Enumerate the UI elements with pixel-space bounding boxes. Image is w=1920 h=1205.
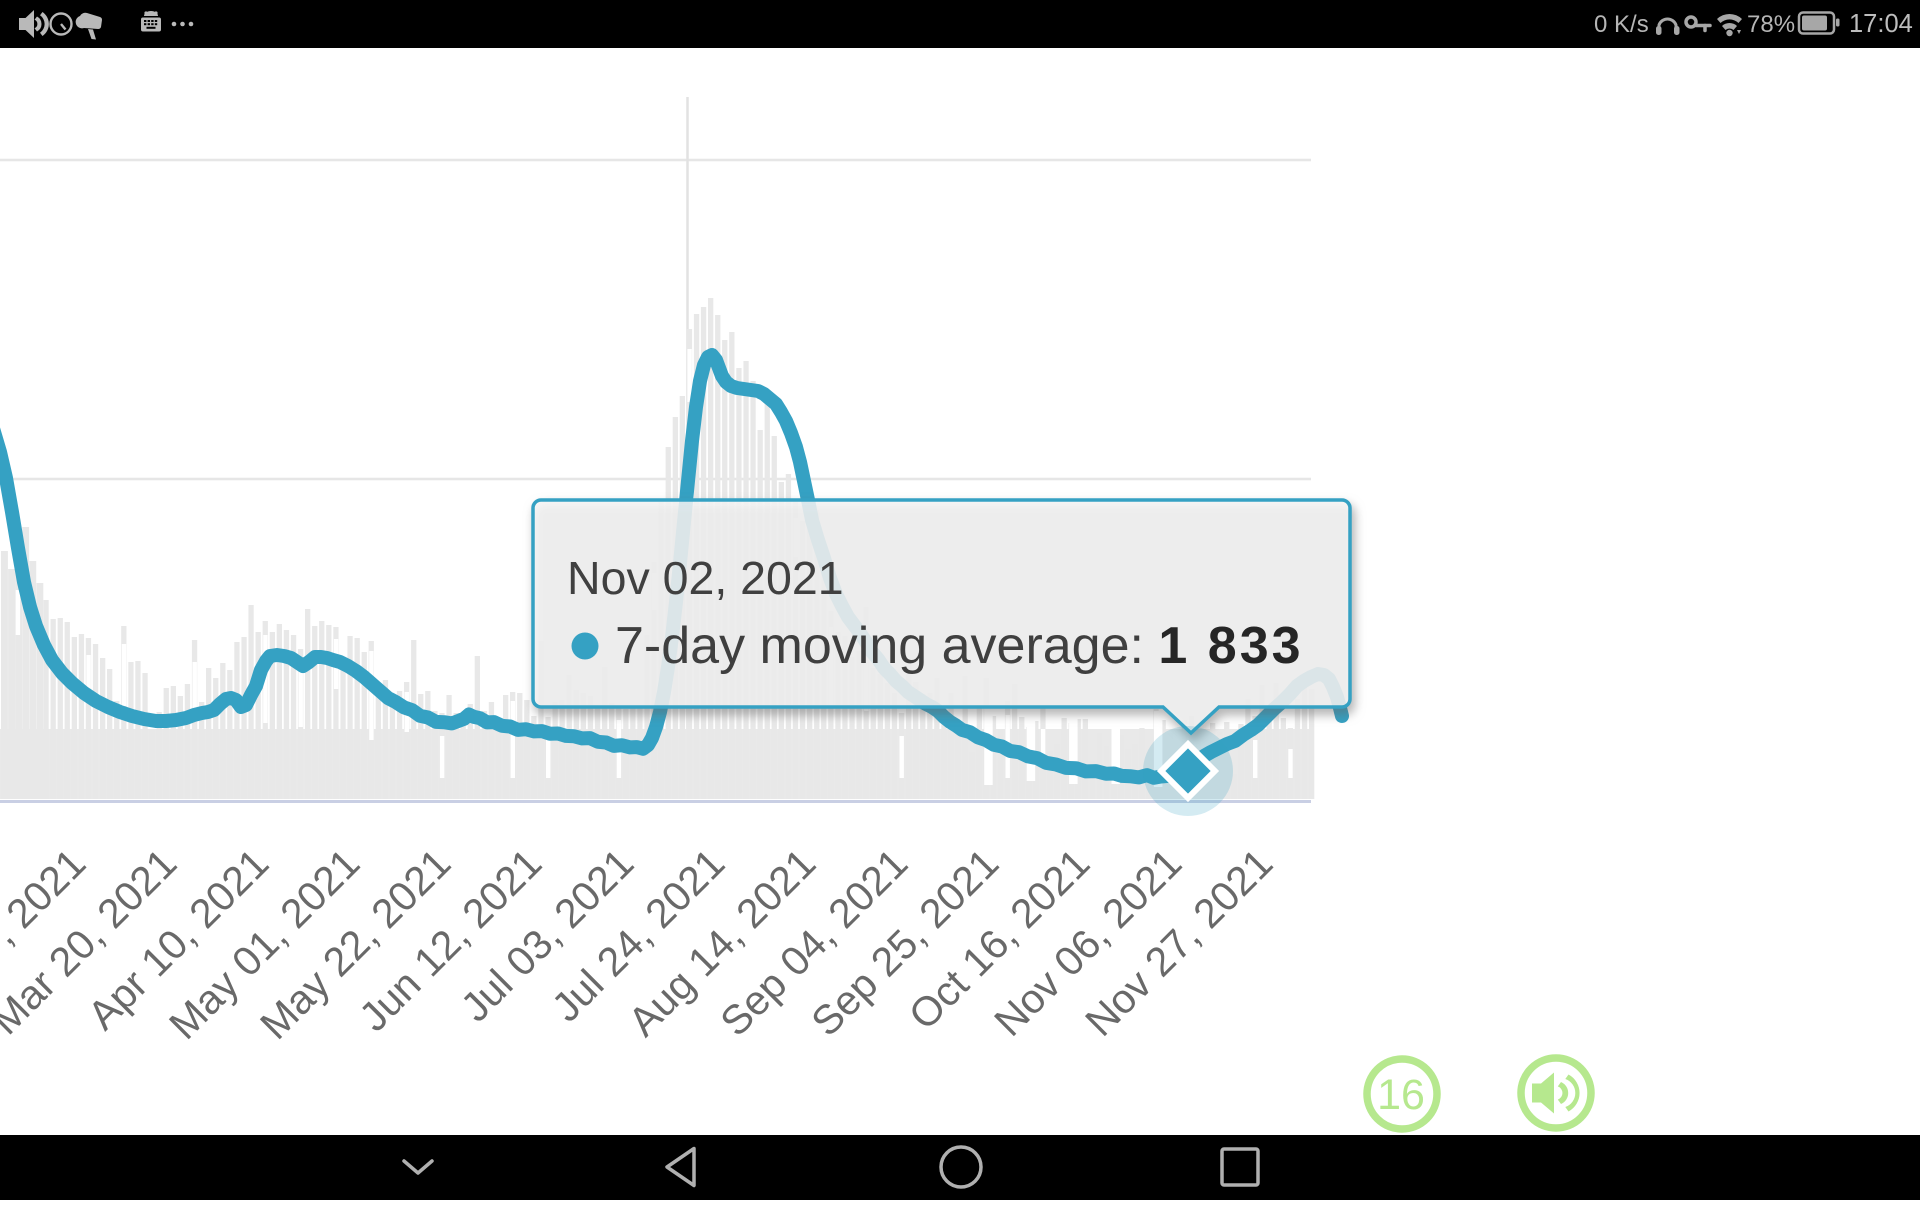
svg-text:17:04: 17:04 (1849, 10, 1913, 38)
svg-text:Nov 02, 2021: Nov 02, 2021 (567, 552, 844, 604)
svg-text:78%: 78% (1747, 11, 1795, 38)
svg-text:16: 16 (1377, 1071, 1425, 1119)
svg-text:7-day moving average: 1 833: 7-day moving average: 1 833 (615, 617, 1304, 675)
svg-text:0 K/s: 0 K/s (1594, 11, 1649, 38)
